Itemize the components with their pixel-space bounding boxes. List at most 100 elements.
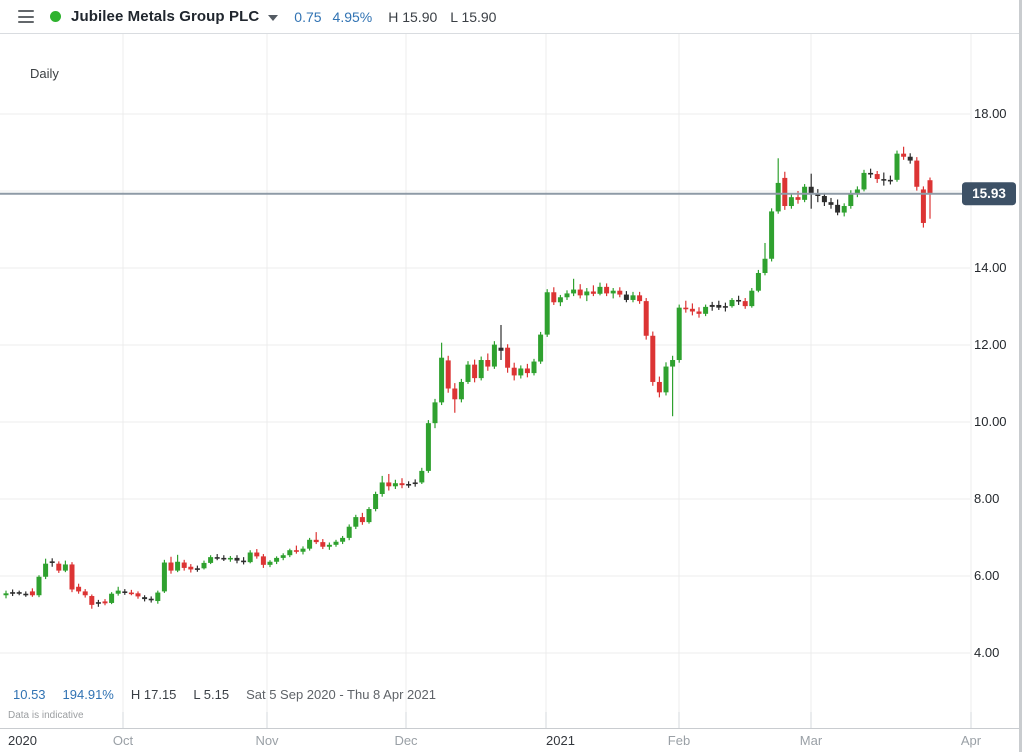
- candle: [861, 172, 867, 190]
- candle: [901, 153, 907, 157]
- candle: [551, 292, 557, 303]
- candle: [874, 174, 880, 180]
- x-axis-label: Feb: [667, 733, 691, 748]
- window-right-border: [1019, 0, 1022, 752]
- candle: [102, 601, 108, 604]
- candle: [755, 273, 761, 291]
- candle: [445, 360, 451, 389]
- candle: [709, 304, 715, 307]
- candle: [399, 483, 405, 486]
- x-axis[interactable]: 2020 Oct Nov Dec 2021 Feb Mar Apr: [0, 728, 1022, 753]
- candle: [49, 561, 55, 563]
- candle: [406, 483, 412, 486]
- candle: [333, 541, 339, 545]
- candle: [175, 561, 181, 571]
- candle: [610, 290, 616, 294]
- candle: [221, 557, 227, 560]
- menu-button[interactable]: [18, 10, 34, 23]
- instrument-title[interactable]: Jubilee Metals Group PLC: [71, 8, 260, 25]
- period-change-percent: 194.91%: [62, 687, 114, 702]
- candle: [656, 381, 662, 393]
- candle: [643, 301, 649, 336]
- candle: [637, 295, 643, 302]
- quote-change-percent: 4.95%: [332, 8, 373, 25]
- period-low: L 5.15: [193, 687, 230, 702]
- last-price-label: [962, 182, 1016, 206]
- y-axis-tick-label: 6.00: [974, 568, 1000, 583]
- candle: [36, 576, 42, 596]
- candle: [300, 548, 306, 552]
- candle: [56, 563, 62, 571]
- candle: [419, 470, 425, 483]
- candle: [782, 177, 788, 207]
- candle: [82, 591, 88, 596]
- candle: [769, 211, 775, 259]
- candle: [689, 308, 695, 312]
- caret-down-icon[interactable]: [268, 14, 279, 21]
- candle: [472, 364, 478, 379]
- candle: [29, 591, 35, 596]
- x-axis-label: Nov: [255, 733, 279, 748]
- candle: [511, 367, 517, 376]
- candle: [670, 360, 676, 367]
- candle: [353, 517, 359, 527]
- candle: [623, 294, 629, 300]
- candle: [914, 160, 920, 187]
- candle: [920, 189, 926, 223]
- candle: [742, 301, 748, 307]
- candle: [326, 544, 332, 547]
- candle: [359, 517, 365, 523]
- candle: [557, 297, 563, 303]
- candle: [260, 556, 266, 565]
- y-axis-tick-label: 14.00: [974, 260, 1007, 275]
- candle: [386, 482, 392, 487]
- candle: [604, 286, 610, 294]
- candle: [62, 564, 68, 571]
- candle: [313, 539, 319, 543]
- chart-area: 15.93 Daily 18.00 14.00 12.00 10.00 8.00…: [0, 34, 1022, 753]
- period-high: H 17.15: [130, 687, 177, 702]
- candle: [69, 564, 75, 590]
- candle: [676, 307, 682, 361]
- candle: [564, 293, 570, 298]
- candle: [43, 563, 49, 577]
- x-axis-label: Dec: [394, 733, 418, 748]
- candle: [544, 292, 550, 335]
- candle: [716, 304, 722, 308]
- candle: [161, 562, 167, 592]
- candle: [505, 347, 511, 368]
- candle: [663, 366, 669, 393]
- candle-series: [3, 146, 933, 609]
- y-axis-tick-label: 10.00: [974, 414, 1007, 429]
- candle: [208, 557, 214, 563]
- candle: [696, 311, 702, 314]
- candle: [142, 597, 148, 600]
- chart-canvas[interactable]: 15.93: [0, 34, 1022, 752]
- candle: [3, 593, 9, 596]
- candle: [597, 286, 603, 294]
- candle: [584, 291, 590, 296]
- candle: [392, 483, 398, 487]
- header-bar: Jubilee Metals Group PLC 0.75 4.95% H 15…: [0, 0, 1022, 34]
- candle: [458, 381, 464, 400]
- candle: [340, 537, 346, 542]
- candle: [76, 586, 82, 592]
- candle: [16, 592, 22, 594]
- candle: [571, 289, 577, 294]
- y-axis-tick-label: 18.00: [974, 106, 1007, 121]
- candle: [868, 172, 874, 175]
- candle: [887, 179, 893, 182]
- candle: [89, 596, 95, 605]
- candle: [881, 179, 887, 181]
- candle: [188, 566, 194, 570]
- candle: [155, 592, 161, 602]
- candle: [168, 562, 174, 571]
- candle: [630, 295, 636, 300]
- interval-label[interactable]: Daily: [30, 66, 59, 81]
- candle: [307, 539, 313, 549]
- x-axis-label: 2021: [546, 733, 575, 748]
- candle: [762, 258, 768, 274]
- candle: [234, 557, 240, 561]
- disclaimer: Data is indicative: [8, 710, 84, 721]
- x-axis-label: 2020: [8, 733, 37, 748]
